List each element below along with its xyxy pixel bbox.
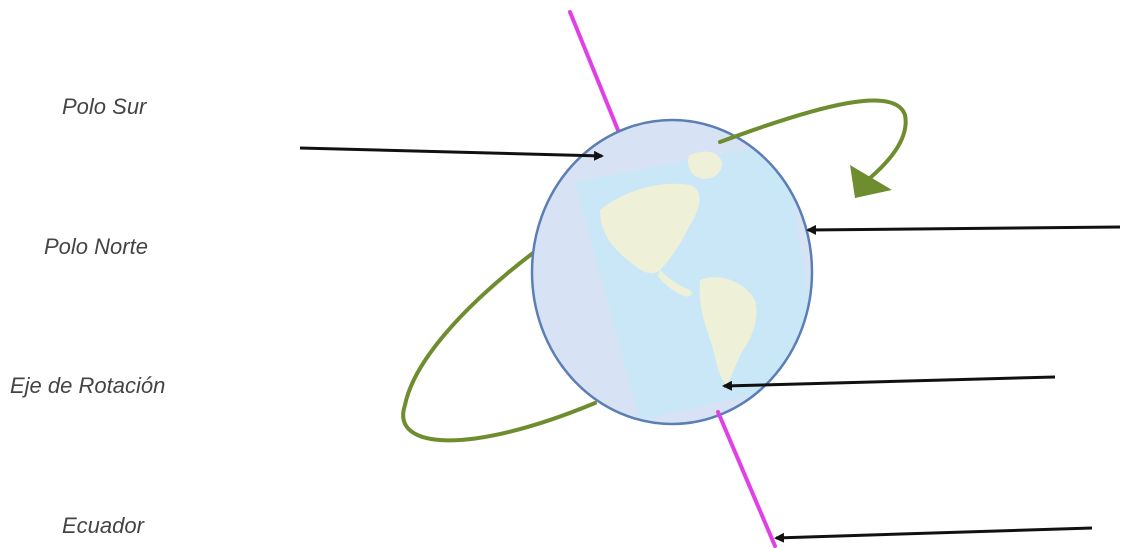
label-polo-norte[interactable]: Polo Norte	[44, 234, 148, 259]
pointer-arrow-right-edge	[806, 224, 1121, 235]
label-polo-sur[interactable]: Polo Sur	[62, 94, 147, 119]
label-ecuador[interactable]: Ecuador	[62, 513, 144, 538]
earth-globe-icon	[530, 118, 814, 426]
orbit-ring-front	[718, 98, 908, 180]
rotation-axis-bottom	[716, 410, 777, 548]
pointer-arrow-axis-bottom	[774, 526, 1093, 543]
pointer-arrow-lower-globe	[722, 375, 1056, 391]
pointer-arrow-top-left	[299, 146, 604, 161]
rotation-axis-top	[568, 10, 624, 142]
label-eje-de-rotacion[interactable]: Eje de Rotación	[10, 373, 166, 398]
rotation-arrow-icon	[850, 165, 892, 198]
